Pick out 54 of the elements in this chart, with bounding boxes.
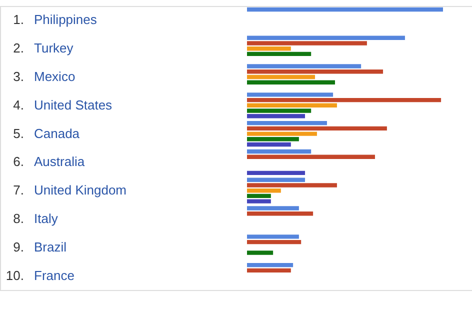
bar <box>247 70 384 74</box>
text: 1. <box>13 12 24 28</box>
bar <box>247 149 312 154</box>
y-tick-label: Canada <box>34 126 80 141</box>
bar <box>247 7 443 12</box>
bar <box>247 178 306 182</box>
bar <box>247 132 317 136</box>
text: 7. <box>13 182 24 198</box>
y-tick-label: United Kingdom <box>34 182 126 198</box>
bar <box>247 126 387 131</box>
bar <box>247 46 291 51</box>
bar <box>247 74 316 80</box>
bar <box>247 268 291 273</box>
y-tick-label: Turkey <box>34 40 74 56</box>
bar <box>247 120 327 126</box>
text: 9. <box>13 239 24 254</box>
y-tick-label: United States <box>34 97 113 112</box>
bar <box>247 36 405 40</box>
y-tick-label: Mexico <box>34 69 76 84</box>
text: 4. <box>13 97 24 112</box>
y-tick-label: France <box>34 268 74 283</box>
text: 5. <box>13 126 24 141</box>
bar <box>247 262 294 268</box>
text: 6. <box>13 154 24 170</box>
bar <box>247 98 442 102</box>
bar <box>247 41 367 46</box>
bar <box>247 114 306 118</box>
bar <box>247 183 337 188</box>
text: 2. <box>13 40 24 56</box>
bar <box>247 170 306 176</box>
y-tick-label: Italy <box>34 211 58 226</box>
bar <box>247 206 299 210</box>
text: 8. <box>13 211 24 226</box>
y-tick-label: Brazil <box>34 239 67 254</box>
bar <box>247 103 337 108</box>
bar <box>247 52 312 56</box>
bar <box>247 154 375 159</box>
bar <box>247 108 312 113</box>
bar <box>247 92 334 97</box>
bar <box>247 194 271 198</box>
bar <box>247 142 291 147</box>
text: 3. <box>13 69 24 84</box>
bar <box>247 137 299 142</box>
bar <box>247 212 314 216</box>
bar <box>247 64 362 68</box>
bar <box>247 234 299 239</box>
y-tick-label: Australia <box>34 154 86 170</box>
text: 10. <box>6 268 24 283</box>
bar <box>247 80 336 84</box>
bar <box>247 250 274 255</box>
bar <box>247 188 281 193</box>
y-tick-label: Philippines <box>34 12 98 28</box>
bar <box>247 199 271 204</box>
bar <box>247 240 302 244</box>
